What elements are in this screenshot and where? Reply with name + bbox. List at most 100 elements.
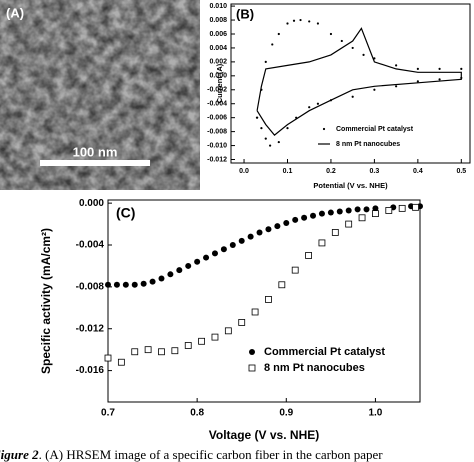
- x-tick-label: 0.3: [370, 168, 380, 175]
- data-point: [167, 271, 174, 278]
- scale-bar-label: 100 nm: [73, 144, 118, 159]
- data-point: [220, 246, 227, 253]
- data-point: [265, 296, 272, 303]
- x-tick-label: 0.0: [239, 168, 249, 175]
- data-point: [122, 281, 129, 288]
- data-point: [269, 144, 272, 147]
- y-tick-label: 0.008: [209, 17, 227, 24]
- x-tick-label: 0.2: [326, 168, 336, 175]
- data-point: [198, 337, 206, 345]
- data-point: [316, 102, 320, 105]
- data-point: [416, 67, 419, 70]
- data-point: [203, 254, 210, 261]
- data-point: [105, 281, 111, 288]
- data-point: [362, 53, 365, 57]
- data-point: [238, 319, 246, 326]
- x-axis-label: Voltage (V vs. NHE): [209, 428, 319, 442]
- y-tick-label: -0.004: [76, 240, 105, 251]
- y-tick-label: 0.002: [209, 59, 227, 66]
- y-tick-label: -0.006: [207, 115, 227, 122]
- data-point: [331, 229, 339, 236]
- x-tick-label: 0.4: [413, 168, 423, 175]
- y-tick-label: -0.016: [76, 365, 105, 376]
- y-tick-label: -0.012: [207, 156, 227, 163]
- caption: Figure 2. (A) HRSEM image of a specific …: [0, 447, 383, 462]
- data-point: [345, 220, 353, 228]
- caption-text: . (A) HRSEM image of a specific carbon f…: [39, 447, 384, 462]
- y-tick-label: 0.004: [209, 45, 227, 52]
- data-point: [251, 308, 259, 316]
- legend-label: 8 nm Pt nanocubes: [264, 362, 365, 374]
- data-point: [286, 22, 289, 25]
- data-point: [117, 358, 125, 366]
- data-point: [256, 229, 263, 236]
- data-point: [322, 127, 326, 131]
- data-point: [194, 258, 201, 265]
- data-point: [158, 348, 165, 356]
- data-point: [291, 266, 299, 274]
- legend-label: Commercial Pt catalyst: [336, 126, 414, 133]
- data-point: [255, 116, 259, 119]
- y-tick-label: -0.010: [207, 142, 227, 149]
- data-point: [398, 204, 406, 212]
- data-point: [363, 206, 370, 213]
- data-point: [260, 127, 263, 130]
- data-point: [327, 209, 334, 216]
- plot-frame: [107, 199, 421, 403]
- data-point: [372, 210, 379, 218]
- data-point: [336, 208, 343, 215]
- panel-label: (B): [236, 6, 254, 21]
- data-point: [354, 206, 361, 213]
- data-point: [140, 280, 147, 287]
- data-point: [308, 20, 311, 23]
- data-point: [248, 364, 256, 372]
- y-tick-label: -0.002: [207, 87, 227, 94]
- data-point: [286, 127, 289, 130]
- plot-frame: [230, 3, 471, 164]
- data-point: [416, 80, 419, 83]
- data-point: [104, 354, 112, 362]
- data-point: [318, 210, 325, 217]
- data-point: [249, 349, 255, 355]
- x-axis-label: Potential (V vs. NHE): [313, 181, 388, 190]
- data-point: [277, 140, 280, 144]
- x-tick-label: 1.0: [368, 408, 382, 419]
- data-point: [211, 250, 218, 257]
- data-point: [340, 39, 343, 43]
- data-point: [438, 78, 441, 81]
- y-tick-label: -0.008: [207, 128, 227, 135]
- data-point: [351, 95, 354, 98]
- data-point: [229, 242, 236, 249]
- caption-figure: Figure 2: [0, 447, 39, 462]
- y-tick-label: 0.010: [209, 3, 227, 10]
- data-point: [358, 214, 366, 222]
- data-point: [345, 207, 352, 214]
- data-point: [264, 137, 267, 140]
- data-point: [113, 281, 120, 288]
- series-line: [256, 27, 462, 136]
- data-point: [264, 60, 267, 63]
- data-point: [158, 275, 165, 282]
- data-point: [238, 237, 245, 244]
- data-point: [329, 32, 333, 36]
- data-point: [292, 19, 296, 22]
- x-tick-label: 0.1: [283, 168, 293, 175]
- panel-label: (A): [6, 5, 24, 20]
- data-point: [395, 64, 398, 67]
- data-point: [176, 267, 183, 274]
- y-tick-label: 0.000: [209, 73, 227, 80]
- data-point: [412, 203, 419, 211]
- legend-label: Commercial Pt catalyst: [264, 346, 385, 358]
- data-point: [149, 278, 156, 285]
- data-point: [373, 88, 376, 91]
- data-point: [131, 348, 139, 356]
- data-point: [351, 46, 354, 50]
- data-point: [283, 220, 290, 227]
- data-point: [271, 43, 274, 46]
- data-point: [301, 214, 308, 221]
- y-tick-label: -0.008: [76, 282, 105, 293]
- data-point: [184, 342, 192, 349]
- data-point: [318, 239, 326, 247]
- data-point: [385, 207, 393, 214]
